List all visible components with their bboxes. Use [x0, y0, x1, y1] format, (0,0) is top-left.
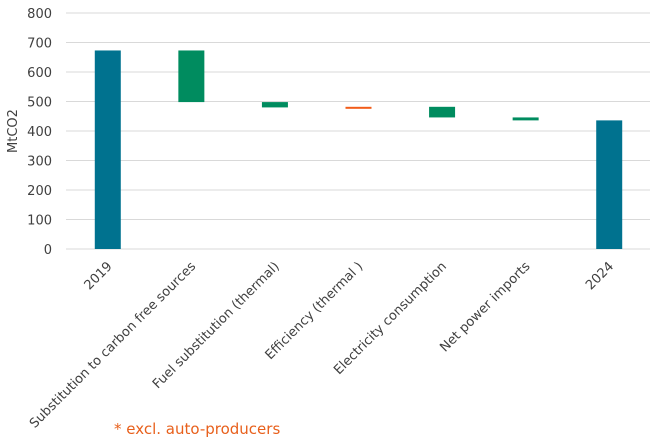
- y-tick-label: 100: [27, 214, 52, 229]
- y-tick-label: 800: [27, 7, 52, 22]
- x-tick-label: Substitution to carbon free sources: [27, 259, 199, 431]
- bar-2019: [94, 50, 121, 250]
- y-tick-label: 400: [27, 125, 52, 140]
- x-tick-label: 2024: [583, 259, 617, 293]
- y-tick-label: 600: [27, 66, 52, 81]
- y-tick-label: 700: [27, 37, 52, 52]
- bar-fuel-substitution-thermal: [261, 102, 288, 108]
- y-tick-label: 200: [27, 184, 52, 199]
- bar-substitution-to-carbon-free-sources: [178, 50, 205, 103]
- y-axis-label: MtCO2: [6, 109, 21, 153]
- y-tick-label: 0: [44, 243, 52, 258]
- bar-net-power-imports: [512, 117, 539, 121]
- x-tick-label: 2019: [82, 259, 116, 293]
- y-tick-label: 500: [27, 96, 52, 111]
- bar-electricity-consumption: [429, 106, 456, 118]
- y-tick-label: 300: [27, 155, 52, 170]
- x-tick-label: Net power imports: [437, 259, 533, 355]
- footnote: * excl. auto-producers: [114, 420, 281, 438]
- bar-efficiency-thermal: [345, 106, 372, 109]
- bar-2024: [596, 120, 623, 249]
